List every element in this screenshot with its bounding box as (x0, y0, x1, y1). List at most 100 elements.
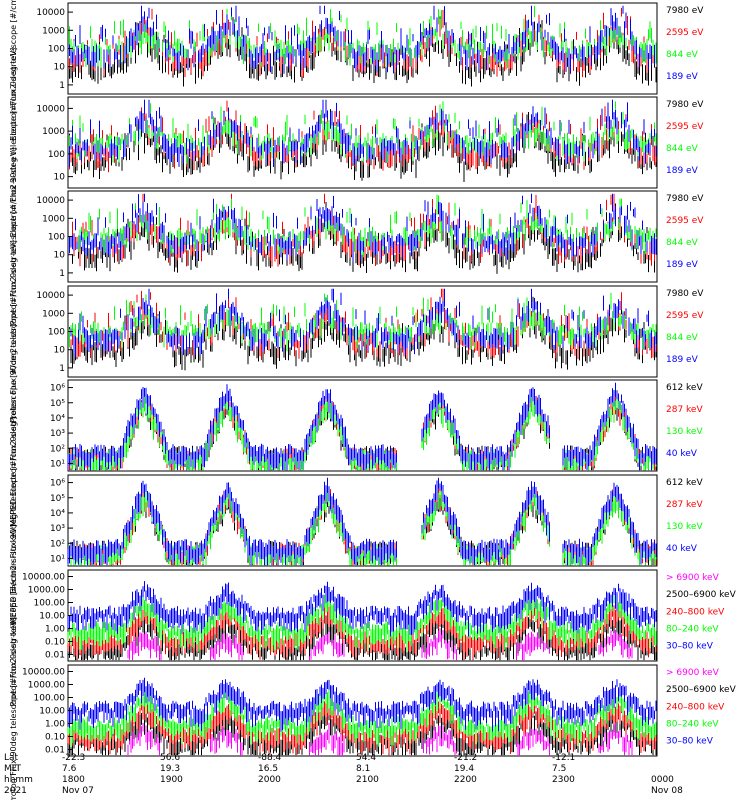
legend-entry-4: 80–240 keV (666, 625, 719, 635)
legend-entry-2: 2595 eV (666, 311, 704, 321)
panel-6: 10¹ 10² 10³ 10⁴ 10⁵ 10⁶ MEPED Electron Flux 90… (9, 417, 703, 625)
y-axis-label: Proton Flux 0deg telescope [#/cm2-s-str-… (9, 148, 18, 326)
y-axis-label: Proton Flux 90deg telescope [#/cm2-s-str… (9, 240, 18, 423)
y-tick-label: 0.01 (45, 746, 65, 756)
y-tick-label: 10⁵ (50, 494, 65, 504)
series-trace-4 (70, 288, 657, 358)
y-tick-label: 10000 (36, 8, 65, 18)
y-tick-label: 1000 (42, 127, 65, 137)
y-tick-label: 10000.00 (22, 573, 65, 583)
x-col-time: 2100 (356, 775, 379, 785)
x-col-time: 2000 (258, 775, 281, 785)
legend-entry-5: 30–80 keV (666, 737, 714, 747)
y-tick-label: 10.00 (39, 612, 65, 622)
series-trace-5 (67, 677, 657, 732)
legend-entry-4: 80–240 keV (666, 720, 719, 730)
legend-entry-1: 612 keV (666, 478, 703, 488)
x-col-time: 0000 (651, 775, 674, 785)
panel-8: 0.01 0.10 1.00 10.00 100.00 1000.00 10000.00 Pr… (9, 617, 737, 800)
y-tick-label: 0.01 (45, 651, 65, 661)
y-tick-label: 1 (59, 269, 65, 279)
x-col-mlt: 19.4 (454, 764, 474, 774)
panel-1: 1 10 100 1000 10000 Electron Flux 0deg telesc… (9, 0, 704, 141)
y-tick-label: 1000.00 (28, 586, 65, 596)
y-tick-label: 100 (48, 328, 65, 338)
y-tick-label: 1000 (42, 26, 65, 36)
y-tick-label: 10² (50, 539, 65, 549)
legend-entry-3: 240–800 keV (666, 607, 725, 617)
x-col-date: Nov 07 (62, 786, 94, 796)
legend-entry-3: 240–800 keV (666, 702, 725, 712)
y-tick-label: 10.00 (39, 707, 65, 717)
legend-entry-2: 287 keV (666, 405, 703, 415)
y-tick-label: 10¹ (50, 554, 65, 564)
y-tick-label: 1.00 (45, 720, 65, 730)
x-row-label: 2021 (4, 786, 27, 796)
y-tick-label: 0.10 (45, 733, 65, 743)
series-trace-4 (69, 5, 655, 74)
y-tick-label: 0.10 (45, 638, 65, 648)
series-trace-4 (67, 591, 657, 653)
series-trace-4 (69, 99, 657, 167)
y-axis-label: Electron Flux 90deg telescope [#/cm2-s-s… (9, 48, 18, 238)
legend-entry-2: 2595 eV (666, 216, 704, 226)
x-col-lat: 56.6 (160, 753, 180, 763)
x-col-mlt: 19.3 (160, 764, 180, 774)
y-axis-label: Proton Flux 0deg telescope [#/cm2-s-str-… (9, 525, 18, 707)
legend-entry-2: 287 keV (666, 500, 703, 510)
legend-entry-2: 2595 eV (666, 122, 704, 132)
legend-entry-4: 189 eV (666, 72, 699, 82)
x-col-time: 2200 (454, 775, 477, 785)
y-tick-label: 100.00 (34, 694, 66, 704)
y-tick-label: 10⁴ (50, 414, 65, 424)
legend-entry-4: 40 keV (666, 544, 698, 554)
y-tick-label: 10¹ (50, 459, 65, 469)
y-tick-label: 10 (54, 346, 66, 356)
y-tick-label: 100 (48, 150, 65, 160)
x-col-time: 1800 (62, 775, 85, 785)
x-row-label: hhmm (4, 775, 33, 785)
y-tick-label: 10000 (36, 104, 65, 114)
legend-entry-2: 2500–6900 keV (666, 590, 737, 600)
legend-entry-3: 844 eV (666, 50, 699, 60)
x-col-lat: -21.2 (454, 753, 477, 763)
x-col-mlt: 8.1 (356, 764, 370, 774)
x-row-label: Lat (4, 753, 19, 763)
y-tick-label: 10⁶ (50, 384, 65, 394)
y-tick-label: 1 (59, 364, 65, 374)
series-trace-4 (67, 382, 657, 471)
y-tick-label: 100 (48, 233, 65, 243)
y-tick-label: 10³ (50, 429, 65, 439)
y-tick-label: 10⁶ (50, 479, 65, 489)
y-tick-label: 10² (50, 444, 65, 454)
x-col-lat: -12.1 (552, 753, 575, 763)
panel-7: 0.01 0.10 1.00 10.00 100.00 1000.00 10000.00 Pr… (9, 525, 737, 707)
legend-entry-2: 2595 eV (666, 28, 704, 38)
y-tick-label: 10 (54, 173, 66, 183)
series-trace-5 (67, 581, 657, 637)
y-tick-label: 1000 (42, 309, 65, 319)
legend-entry-3: 130 keV (666, 427, 703, 437)
legend-entry-1: 612 keV (666, 383, 703, 393)
y-tick-label: 1 (59, 81, 65, 91)
x-col-date: Nov 08 (651, 786, 683, 796)
legend-entry-1: > 6900 keV (666, 668, 720, 678)
y-tick-label: 100.00 (34, 599, 66, 609)
series-trace-4 (69, 193, 657, 262)
legend-entry-4: 40 keV (666, 449, 698, 459)
legend-entry-3: 844 eV (666, 333, 699, 343)
legend-entry-5: 30–80 keV (666, 642, 714, 652)
series-trace-4 (67, 477, 657, 566)
legend-entry-1: > 6900 keV (666, 573, 720, 583)
y-axis-label: MEPED Electron Flux 0deg telescope [#/cm… (9, 324, 18, 526)
x-col-time: 2300 (552, 775, 575, 785)
x-col-mlt: 16.5 (258, 764, 278, 774)
y-tick-label: 10⁴ (50, 509, 65, 519)
y-tick-label: 100 (48, 45, 65, 55)
legend-entry-1: 7980 eV (666, 289, 704, 299)
x-col-lat: -22.3 (62, 753, 85, 763)
y-tick-label: 1.00 (45, 625, 65, 635)
legend-entry-4: 189 eV (666, 166, 699, 176)
x-col-mlt: 7.6 (62, 764, 77, 774)
